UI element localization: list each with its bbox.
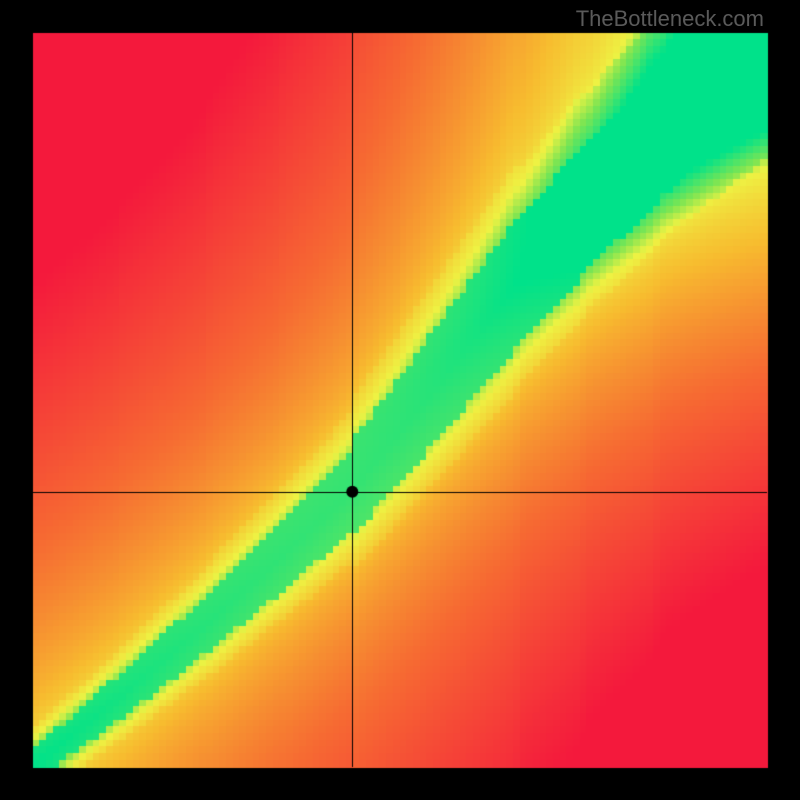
chart-container: TheBottleneck.com [0, 0, 800, 800]
bottleneck-heatmap [0, 0, 800, 800]
watermark-text: TheBottleneck.com [576, 6, 764, 32]
